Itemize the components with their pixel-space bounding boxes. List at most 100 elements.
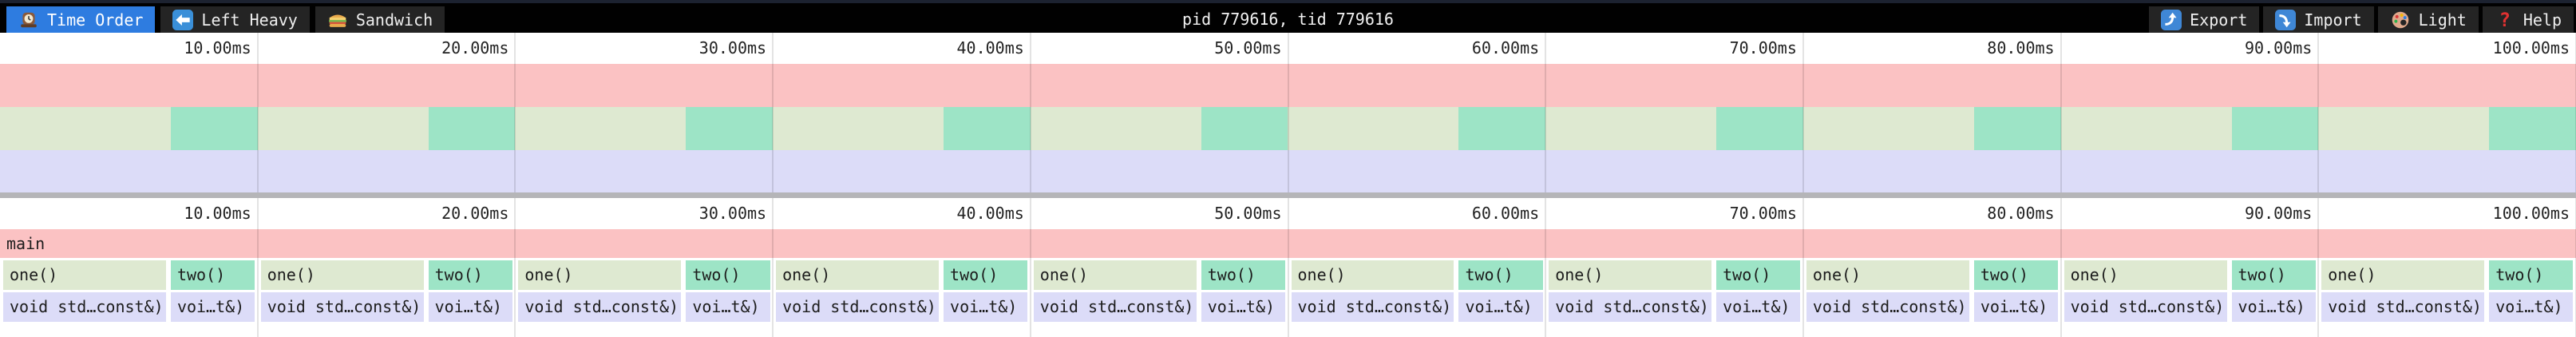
frame-two[interactable]: two()	[1201, 260, 1285, 290]
minimap-gridline	[2317, 33, 2320, 192]
ruler-tick: 30.00ms	[698, 38, 767, 57]
flamegraph-row-main: main	[0, 229, 2576, 258]
tab-time-order[interactable]: Time Order	[6, 6, 156, 33]
frame-child-of-one[interactable]: void std…const&)	[1291, 292, 1454, 322]
frame-two[interactable]: two()	[1458, 260, 1543, 290]
frame-one[interactable]: one()	[2321, 260, 2485, 290]
flamegraph-row-level1: one() two() one() two() one() two() one() two()…	[0, 260, 2576, 290]
ruler-tick: 30.00ms	[698, 204, 767, 223]
frame-child-of-two[interactable]: voi…t&)	[686, 292, 770, 322]
ruler-tick: 10.00ms	[184, 38, 251, 57]
frame-child-of-two[interactable]: voi…t&)	[1973, 292, 2059, 322]
minimap-two-block	[944, 107, 1031, 150]
frame-child-of-two[interactable]: voi…t&)	[428, 292, 512, 322]
minimap-gridline	[2060, 33, 2062, 192]
frame-two[interactable]: two()	[1716, 260, 1801, 290]
frame-child-of-one[interactable]: void std…const&)	[1806, 292, 1969, 322]
export-button[interactable]: Export	[2149, 6, 2260, 33]
minimap-gridline	[1287, 33, 1289, 192]
minimap-band-level2[interactable]	[0, 150, 2576, 192]
flamegraph-gridline	[772, 198, 774, 337]
frame-child-of-one[interactable]: void std…const&)	[3, 292, 166, 322]
frame-two[interactable]: two()	[2489, 260, 2574, 290]
frame-child-of-one[interactable]: void std…const&)	[776, 292, 940, 322]
ruler-tick: 50.00ms	[1214, 38, 1282, 57]
flamegraph-gridline	[2317, 198, 2320, 337]
tab-sandwich[interactable]: Sandwich	[315, 6, 445, 33]
frame-child-of-two[interactable]: voi…t&)	[170, 292, 255, 322]
frame-one[interactable]: one()	[1291, 260, 1454, 290]
flamegraph-gridline	[2060, 198, 2062, 337]
frame-two[interactable]: two()	[686, 260, 770, 290]
minimap-band-level1[interactable]	[0, 107, 2576, 150]
frame-child-of-two[interactable]: voi…t&)	[2231, 292, 2316, 322]
palette-icon	[2390, 10, 2411, 30]
ruler-tick: 80.00ms	[1987, 38, 2055, 57]
frame-one[interactable]: one()	[2064, 260, 2227, 290]
light-button[interactable]: Light	[2377, 6, 2479, 33]
export-icon	[2161, 9, 2182, 30]
frame-child-of-one[interactable]: void std…const&)	[260, 292, 424, 322]
frame-one[interactable]: one()	[1033, 260, 1197, 290]
frame-one[interactable]: one()	[776, 260, 940, 290]
flamegraph-gridline	[1287, 198, 1289, 337]
frame-child-of-two[interactable]: voi…t&)	[1716, 292, 1801, 322]
panel-divider	[0, 192, 2576, 198]
frame-main[interactable]: main	[0, 229, 2576, 258]
frame-one[interactable]: one()	[260, 260, 424, 290]
minimap-gridline	[772, 33, 774, 192]
minimap-gridline	[1029, 33, 1031, 192]
frame-child-of-two[interactable]: voi…t&)	[944, 292, 1028, 322]
frame-two[interactable]: two()	[170, 260, 255, 290]
ruler-tick: 20.00ms	[441, 38, 509, 57]
ruler-tick: 90.00ms	[2245, 38, 2313, 57]
minimap-two-block	[2231, 107, 2319, 150]
help-button[interactable]: ? Help	[2482, 6, 2574, 33]
ruler-tick: 20.00ms	[441, 204, 509, 223]
frame-two[interactable]: two()	[428, 260, 512, 290]
minimap-two-block	[1458, 107, 1546, 150]
frame-child-of-one[interactable]: void std…const&)	[518, 292, 682, 322]
frame-child-of-one[interactable]: void std…const&)	[1033, 292, 1197, 322]
frame-child-of-one[interactable]: void std…const&)	[1549, 292, 1712, 322]
frame-child-of-two[interactable]: voi…t&)	[2489, 292, 2574, 322]
sandwich-icon	[327, 10, 348, 30]
flamegraph-gridline	[1802, 198, 1804, 337]
frame-one[interactable]: one()	[1549, 260, 1712, 290]
frame-two[interactable]: two()	[944, 260, 1028, 290]
minimap-gridline	[1545, 33, 1547, 192]
frame-one[interactable]: one()	[3, 260, 166, 290]
frame-one[interactable]: one()	[518, 260, 682, 290]
flamegraph-row-level2: void std…const&) voi…t&) void std…const&) v…	[0, 292, 2576, 322]
frame-child-of-two[interactable]: voi…t&)	[1458, 292, 1543, 322]
frame-two[interactable]: two()	[1973, 260, 2059, 290]
import-button[interactable]: Import	[2263, 6, 2374, 33]
tab-sandwich-label: Sandwich	[355, 10, 433, 30]
ruler-tick: 70.00ms	[1729, 204, 1797, 223]
left-arrow-icon	[172, 9, 194, 30]
tab-left-heavy[interactable]: Left Heavy	[160, 6, 310, 33]
ruler-tick: 40.00ms	[956, 204, 1024, 223]
export-button-label: Export	[2190, 10, 2248, 30]
minimap-two-block	[2489, 107, 2576, 150]
ruler-tick: 10.00ms	[184, 204, 251, 223]
ruler-tick: 100.00ms	[2492, 204, 2570, 223]
minimap-panel[interactable]: 10.00ms 20.00ms 30.00ms 40.00ms 50.00ms 60.00…	[0, 33, 2576, 192]
frame-child-of-two[interactable]: voi…t&)	[1201, 292, 1285, 322]
minimap-gridline	[1802, 33, 1804, 192]
tab-time-order-label: Time Order	[47, 10, 144, 30]
frame-child-of-one[interactable]: void std…const&)	[2064, 292, 2227, 322]
toolbar: Time Order Left Heavy Sandwich pid 779616,…	[0, 0, 2576, 33]
ruler-tick: 70.00ms	[1729, 38, 1797, 57]
minimap-two-block	[1201, 107, 1288, 150]
light-button-label: Light	[2418, 10, 2467, 30]
flamegraph-ruler: 10.00ms 20.00ms 30.00ms 40.00ms 50.00ms 60.00…	[0, 198, 2576, 229]
frame-one[interactable]: one()	[1806, 260, 1969, 290]
frame-two[interactable]: two()	[2231, 260, 2316, 290]
frame-child-of-one[interactable]: void std…const&)	[2321, 292, 2485, 322]
minimap-band-main[interactable]	[0, 64, 2576, 107]
flamegraph-panel[interactable]: 10.00ms 20.00ms 30.00ms 40.00ms 50.00ms 60.00…	[0, 198, 2576, 337]
minimap-gridline	[514, 33, 516, 192]
topbar-accent-strip	[0, 0, 2576, 3]
